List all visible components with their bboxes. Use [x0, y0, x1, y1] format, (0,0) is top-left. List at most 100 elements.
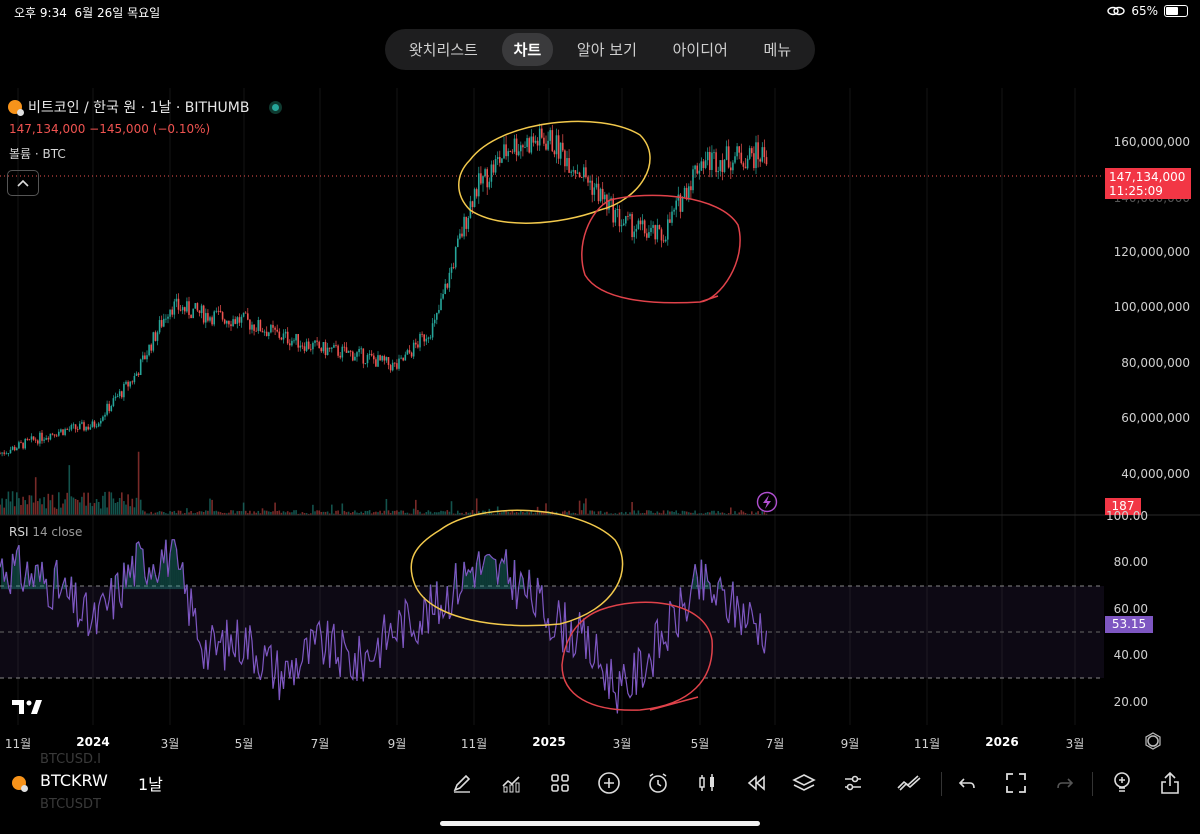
redo-button[interactable]	[1052, 770, 1078, 796]
candle-body	[255, 330, 257, 332]
last-price-value: 147,134,000	[1109, 170, 1186, 184]
volume-bar	[322, 511, 325, 515]
replay-button[interactable]	[743, 770, 769, 796]
volume-bar	[669, 511, 671, 515]
alarm-clock-icon	[649, 773, 667, 793]
symbol-coin-icon	[12, 776, 28, 792]
volume-bar	[427, 510, 430, 515]
volume-bar	[368, 510, 371, 515]
candle-body	[562, 142, 564, 151]
home-indicator[interactable]	[440, 821, 760, 826]
volume-bar	[331, 504, 333, 515]
volume-bar	[499, 512, 501, 515]
candle-body	[753, 153, 755, 169]
volume-bar	[352, 511, 354, 515]
chart-legend[interactable]: 비트코인 / 한국 원 · 1날 · BITHUMB	[8, 97, 283, 117]
candle-body	[679, 194, 682, 212]
volume-bar	[694, 510, 696, 515]
candle-body	[93, 421, 96, 427]
candle-body	[158, 320, 161, 333]
symbol-button[interactable]: BTCKRW	[40, 771, 108, 790]
candle-body	[181, 307, 184, 311]
candle-body	[704, 160, 707, 168]
candle-body	[244, 312, 247, 314]
layers-button[interactable]	[791, 770, 817, 796]
candle-body	[580, 177, 583, 178]
collapse-legend-button[interactable]	[7, 170, 39, 196]
indicators-button[interactable]	[498, 770, 524, 796]
volume-bars	[0, 451, 768, 515]
alert-button[interactable]	[645, 770, 671, 796]
candle-body	[391, 362, 394, 371]
rsi-legend-params: 14 close	[32, 525, 83, 539]
volume-bar	[448, 511, 451, 515]
idea-button[interactable]	[1109, 770, 1135, 796]
volume-bar	[341, 503, 344, 515]
volume-bar	[757, 511, 759, 515]
volume-bar	[150, 511, 152, 515]
volume-bar	[410, 513, 413, 515]
volume-bar	[379, 510, 381, 515]
settings-button[interactable]	[840, 770, 866, 796]
volume-bar	[616, 513, 619, 515]
chart-type-button[interactable]	[694, 770, 720, 796]
volume-bar	[293, 510, 295, 515]
volume-bar	[76, 499, 79, 515]
tab-menu[interactable]: 메뉴	[763, 41, 792, 59]
chevron-up-icon	[17, 179, 29, 187]
candle-body	[345, 347, 348, 353]
volume-bar	[70, 496, 73, 515]
candle-body	[324, 342, 327, 356]
candle-body	[301, 345, 304, 347]
candle-body	[322, 342, 325, 352]
lightning-icon[interactable]	[756, 491, 778, 513]
candle-body	[480, 173, 482, 184]
candle-body	[715, 152, 717, 173]
volume-bar	[104, 491, 106, 515]
interval-button[interactable]: 1날	[138, 775, 163, 794]
volume-bar	[436, 512, 438, 515]
rsi-legend[interactable]: RSI 14 close	[9, 525, 82, 539]
volume-bar	[511, 510, 514, 515]
compare-button[interactable]	[596, 770, 622, 796]
candle-body	[669, 219, 671, 223]
templates-button[interactable]	[547, 770, 573, 796]
volume-bar	[102, 495, 104, 515]
tab-explore[interactable]: 알아 보기	[576, 41, 637, 59]
candle-body	[335, 345, 337, 346]
candle-body	[97, 423, 100, 427]
axis-settings-icon[interactable]	[1145, 732, 1161, 750]
volume-bar	[587, 513, 589, 515]
volume-bar	[85, 505, 87, 515]
candle-body	[471, 201, 474, 207]
volume-bar	[509, 512, 512, 515]
candle-body	[268, 332, 270, 337]
volume-bar	[452, 513, 455, 515]
trend-tool-button[interactable]	[896, 770, 922, 796]
tab-ideas[interactable]: 아이디어	[672, 41, 728, 59]
volume-bar	[60, 507, 62, 515]
volume-bar	[564, 510, 566, 515]
drawing-tool-button[interactable]	[449, 770, 475, 796]
candle-body	[5, 453, 8, 455]
candle-body	[95, 426, 98, 428]
undo-button[interactable]	[954, 770, 980, 796]
volume-bar	[709, 512, 711, 515]
share-button[interactable]	[1157, 770, 1183, 796]
candle-body	[505, 144, 507, 157]
volume-bar	[389, 512, 392, 515]
volume-bar	[473, 513, 476, 515]
candle-body	[543, 137, 545, 144]
candle-body	[188, 301, 190, 315]
fullscreen-button[interactable]	[1003, 770, 1029, 796]
candle-body	[121, 391, 123, 398]
volume-bar	[646, 510, 648, 515]
volume-bar	[58, 492, 60, 515]
tab-chart[interactable]: 차트	[501, 33, 554, 66]
tab-watchlist[interactable]: 왓치리스트	[408, 41, 478, 59]
candle-body	[312, 342, 314, 350]
volume-bar	[253, 511, 255, 515]
annotation-red-circle-rsi	[561, 601, 713, 711]
candle-body	[72, 424, 75, 426]
